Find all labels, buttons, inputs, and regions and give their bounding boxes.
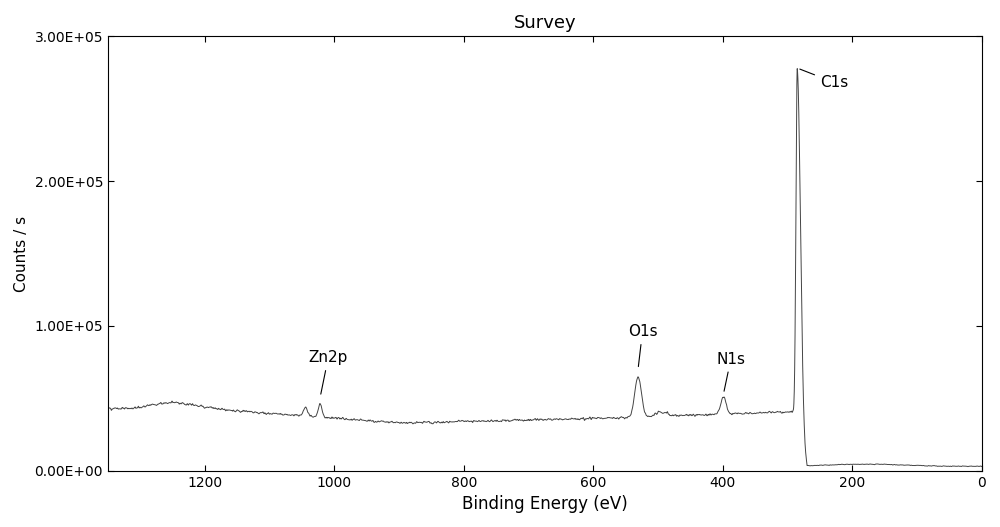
Title: Survey: Survey <box>514 14 576 32</box>
Text: O1s: O1s <box>628 324 657 367</box>
Text: Zn2p: Zn2p <box>309 350 348 394</box>
Text: N1s: N1s <box>716 352 745 391</box>
X-axis label: Binding Energy (eV): Binding Energy (eV) <box>462 495 628 513</box>
Text: C1s: C1s <box>800 69 848 90</box>
Y-axis label: Counts / s: Counts / s <box>14 216 29 291</box>
